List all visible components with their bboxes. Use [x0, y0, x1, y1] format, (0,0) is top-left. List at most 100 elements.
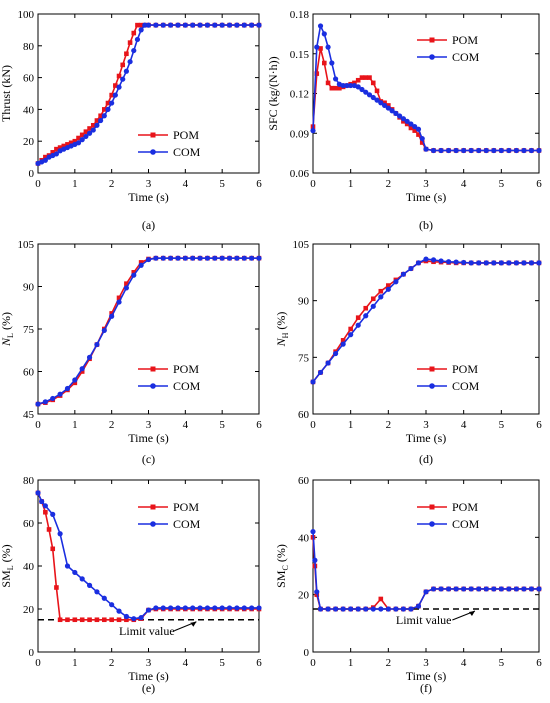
data-point-com [190, 22, 196, 28]
x-axis-label: Time (s) [128, 190, 169, 204]
data-point-com [123, 613, 129, 620]
data-point-com [145, 607, 152, 613]
data-point-com [86, 130, 93, 136]
plot-frame [37, 243, 260, 415]
data-point-pom [109, 311, 114, 316]
y-tick-label: 0 [29, 647, 35, 659]
series-line-pom [37, 257, 259, 405]
data-point-com [521, 260, 527, 266]
data-point-pom [370, 296, 376, 302]
data-point-pom [50, 150, 56, 155]
legend-label-pom: POM [173, 128, 199, 142]
data-point-com [461, 586, 467, 592]
data-point-com [168, 22, 174, 28]
data-point-com [468, 147, 474, 154]
x-tick-label: 4 [461, 419, 467, 431]
data-point-com [219, 605, 225, 611]
data-point-com [423, 146, 429, 152]
y-tick-label: 20 [298, 590, 310, 602]
x-tick-label: 1 [72, 178, 78, 190]
data-point-com [35, 401, 41, 407]
data-point-com [175, 605, 181, 611]
y-tick-label: 60 [23, 518, 35, 530]
data-point-pom [109, 617, 114, 623]
data-point-com [42, 399, 48, 405]
data-point-com [182, 605, 188, 611]
data-point-com [483, 147, 489, 154]
data-point-com [446, 147, 452, 154]
x-tick-label: 3 [146, 178, 152, 190]
y-axis-label: SML (%) [0, 544, 15, 587]
data-point-com [438, 147, 444, 154]
data-point-com [79, 137, 85, 143]
x-tick-label: 5 [499, 419, 505, 431]
data-point-pom [109, 92, 114, 98]
data-point-com [378, 294, 384, 300]
data-point-pom [57, 617, 63, 623]
y-tick-label: 0 [29, 168, 35, 180]
x-tick-label: 6 [256, 419, 262, 431]
data-point-com [153, 255, 159, 261]
data-point-com [348, 82, 354, 89]
limit-label: Limit value [119, 624, 175, 638]
data-point-com [521, 147, 527, 154]
data-point-com [105, 106, 111, 112]
data-point-pom [65, 142, 70, 147]
series-line-com [37, 492, 259, 620]
data-point-com [340, 341, 346, 347]
data-point-pom [355, 315, 361, 320]
data-point-com [123, 285, 129, 291]
data-point-com [153, 22, 159, 28]
panel-caption: (d) [419, 452, 433, 466]
data-point-com [461, 259, 467, 266]
data-point-com [363, 313, 369, 319]
data-point-com [94, 341, 100, 348]
data-point-com [446, 586, 452, 592]
data-point-com [123, 68, 129, 74]
legend-label-pom: POM [173, 500, 199, 514]
legend-marker-com [429, 521, 435, 527]
data-point-com [142, 22, 148, 28]
data-point-com [53, 151, 60, 157]
data-point-com [412, 124, 418, 130]
data-point-com [385, 105, 391, 111]
data-point-pom [105, 100, 111, 106]
y-tick-label: 0.18 [290, 9, 310, 21]
data-point-com [226, 22, 233, 28]
data-point-com [333, 606, 339, 612]
data-point-com [397, 113, 403, 119]
data-point-pom [113, 83, 118, 88]
data-point-com [483, 586, 489, 592]
x-tick-label: 2 [109, 657, 115, 669]
data-point-com [340, 82, 346, 89]
x-tick-label: 0 [35, 657, 41, 669]
data-point-pom [401, 119, 406, 124]
x-tick-label: 2 [386, 657, 392, 669]
data-point-com [160, 605, 166, 611]
data-point-pom [72, 380, 78, 386]
legend-marker-com [150, 149, 156, 155]
data-point-com [355, 322, 361, 328]
data-point-com [404, 118, 410, 124]
data-point-com [430, 586, 437, 592]
data-point-com [408, 265, 414, 272]
data-point-com [101, 113, 107, 119]
series-line-pom [37, 492, 259, 621]
legend-marker-com [429, 54, 435, 60]
data-point-pom [340, 338, 346, 343]
data-point-pom [72, 138, 78, 144]
y-tick-label: 80 [23, 41, 35, 53]
data-point-com [127, 59, 133, 65]
panel-caption: (b) [419, 218, 433, 232]
data-point-com [256, 605, 262, 611]
data-point-com [234, 255, 240, 261]
data-point-com [446, 259, 452, 265]
data-point-pom [348, 326, 353, 332]
data-point-com [498, 586, 504, 592]
x-tick-label: 4 [183, 419, 189, 431]
data-point-com [506, 586, 512, 592]
data-point-com [333, 350, 339, 357]
data-point-pom [138, 260, 144, 265]
data-point-com [226, 255, 233, 261]
